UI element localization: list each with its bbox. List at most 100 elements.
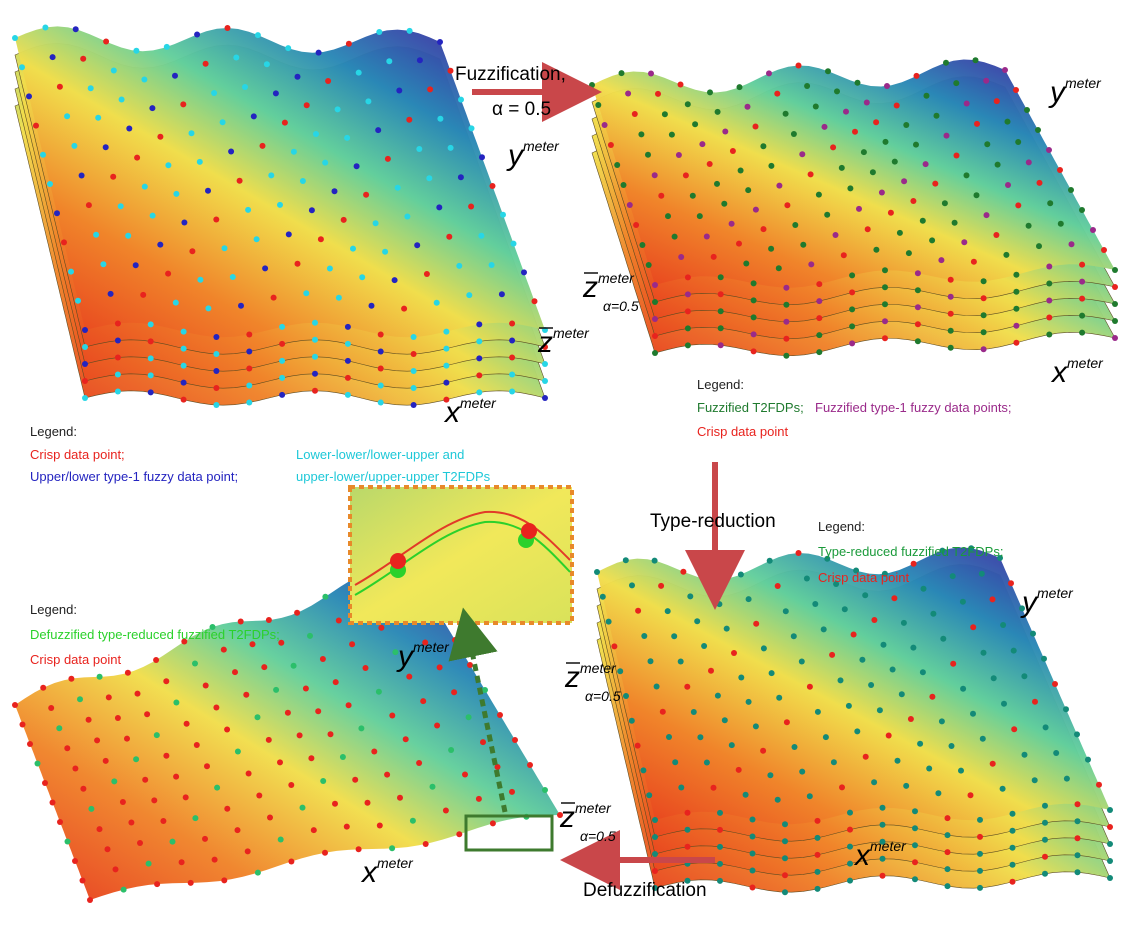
- data-dot: [271, 295, 277, 301]
- data-dot: [652, 350, 658, 356]
- data-dot: [652, 282, 658, 288]
- data-dot: [238, 619, 244, 625]
- data-dot: [237, 178, 243, 184]
- data-dot: [830, 144, 836, 150]
- data-dot: [489, 262, 495, 268]
- data-dot: [1030, 631, 1036, 637]
- data-dot: [633, 222, 639, 228]
- data-dot: [1079, 207, 1085, 213]
- data-dot: [19, 64, 25, 70]
- data-dot: [880, 805, 886, 811]
- data-dot: [678, 659, 684, 665]
- data-dot: [856, 206, 862, 212]
- data-dot: [882, 267, 888, 273]
- data-dot: [224, 806, 230, 812]
- data-dot: [434, 300, 440, 306]
- data-dot: [753, 621, 759, 627]
- axis-sup: meter: [575, 800, 612, 816]
- data-dot: [950, 573, 956, 579]
- data-dot: [736, 767, 742, 773]
- data-dot: [141, 77, 147, 83]
- data-dot: [974, 121, 980, 127]
- data-dot: [767, 558, 773, 564]
- data-dot: [652, 851, 658, 857]
- data-dot: [623, 693, 629, 699]
- data-dot: [950, 661, 956, 667]
- data-dot: [761, 645, 767, 651]
- data-dot: [1074, 731, 1080, 737]
- data-dot: [322, 594, 328, 600]
- data-dot: [320, 778, 326, 784]
- data-dot: [977, 868, 983, 874]
- data-dot: [359, 274, 365, 280]
- data-dot: [267, 815, 273, 821]
- data-dot: [115, 338, 121, 344]
- data-dot: [512, 737, 518, 743]
- data-dot: [279, 375, 285, 381]
- data-dot: [847, 844, 853, 850]
- data-dot: [792, 744, 798, 750]
- data-dot: [707, 89, 713, 95]
- data-dot: [614, 162, 620, 168]
- data-dot: [948, 345, 954, 351]
- data-dot: [640, 767, 646, 773]
- data-dot: [816, 332, 822, 338]
- data-dot: [72, 858, 78, 864]
- data-dot: [385, 156, 391, 162]
- data-dot: [148, 338, 154, 344]
- data-dot: [1001, 701, 1007, 707]
- data-dot: [888, 210, 894, 216]
- data-dot: [718, 308, 724, 314]
- axis-sup: meter: [580, 660, 617, 676]
- data-dot: [456, 831, 462, 837]
- data-dot: [86, 202, 92, 208]
- data-dot: [665, 608, 671, 614]
- data-dot: [891, 595, 897, 601]
- data-dot: [993, 232, 999, 238]
- data-dot: [939, 718, 945, 724]
- data-dot: [389, 713, 395, 719]
- data-dot: [932, 181, 938, 187]
- data-dot: [115, 321, 121, 327]
- data-dot: [1002, 67, 1008, 73]
- data-dot: [203, 683, 209, 689]
- data-dot: [750, 817, 756, 823]
- data-dot: [365, 98, 371, 104]
- data-dot: [792, 222, 798, 228]
- data-dot: [97, 674, 103, 680]
- data-dot: [346, 41, 352, 47]
- data-dot: [877, 707, 883, 713]
- data-dot: [312, 371, 318, 377]
- data-dot: [311, 827, 317, 833]
- data-dot: [855, 80, 861, 86]
- data-dot: [776, 183, 782, 189]
- data-dot: [745, 187, 751, 193]
- data-dot: [901, 620, 907, 626]
- data-dot: [1046, 147, 1052, 153]
- data-dot: [784, 719, 790, 725]
- data-dot: [12, 35, 18, 41]
- data-dot: [751, 297, 757, 303]
- data-dot: [917, 741, 923, 747]
- data-dot: [411, 385, 417, 391]
- data-dot: [864, 100, 870, 106]
- data-dot: [1112, 318, 1118, 324]
- data-dot: [890, 667, 896, 673]
- data-dot: [808, 261, 814, 267]
- data-dot: [192, 815, 198, 821]
- data-dot: [151, 797, 157, 803]
- data-dot: [685, 101, 691, 107]
- data-dot: [920, 669, 926, 675]
- data-dot: [406, 674, 412, 680]
- data-dot: [945, 883, 951, 889]
- data-dot: [318, 236, 324, 242]
- data-dot: [509, 321, 515, 327]
- data-dot: [86, 717, 92, 723]
- data-dot: [80, 786, 86, 792]
- step-label: Defuzzification: [583, 880, 707, 901]
- data-dot: [363, 192, 369, 198]
- data-dot: [847, 185, 853, 191]
- legend-item: Type-reduced fuzzified T2FDPs;: [818, 544, 1003, 559]
- data-dot: [126, 126, 132, 132]
- data-dot: [1047, 200, 1053, 206]
